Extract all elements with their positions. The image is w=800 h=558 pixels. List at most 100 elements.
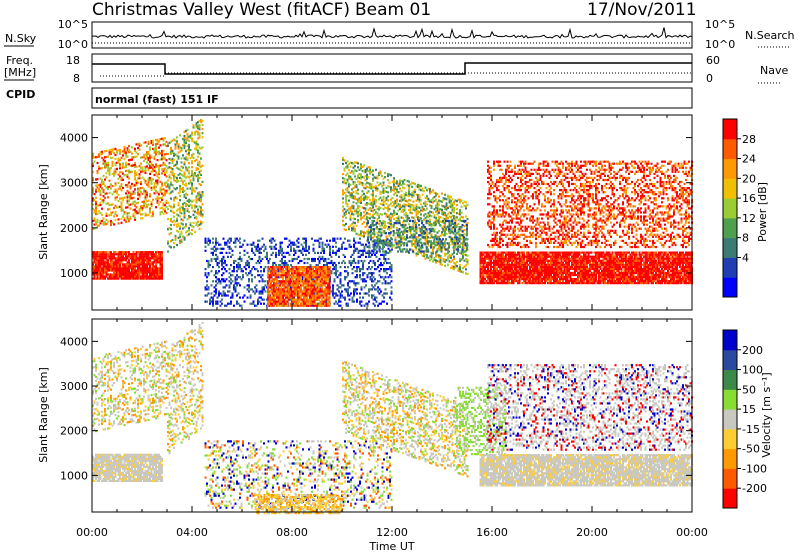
heatmap-cell — [161, 263, 163, 265]
heatmap-cell — [318, 292, 320, 294]
heatmap-cell — [398, 191, 400, 193]
heatmap-cell — [256, 305, 258, 307]
heatmap-cell — [218, 290, 220, 292]
heatmap-cell — [353, 207, 355, 209]
heatmap-cell — [208, 262, 210, 264]
heatmap-cell — [387, 199, 389, 201]
heatmap-cell — [197, 180, 199, 182]
heatmap-cell — [202, 209, 204, 211]
heatmap-cell — [465, 215, 467, 217]
heatmap-cell — [356, 186, 358, 188]
heatmap-cell — [459, 268, 461, 270]
heatmap-cell — [136, 206, 138, 208]
heatmap-cell — [205, 286, 207, 288]
heatmap-cell — [188, 154, 190, 156]
heatmap-cell — [215, 254, 217, 256]
heatmap-cell — [322, 256, 324, 258]
heatmap-cell — [229, 246, 231, 248]
heatmap-cell — [365, 244, 367, 246]
heatmap-cell — [202, 181, 204, 183]
heatmap-cell — [410, 199, 412, 201]
heatmap-cell — [446, 204, 448, 206]
heatmap-cell — [149, 265, 151, 267]
heatmap-cell — [97, 219, 99, 221]
heatmap-cell — [166, 159, 168, 161]
heatmap-cell — [295, 252, 297, 254]
heatmap-cell — [380, 262, 382, 264]
heatmap-cell — [199, 191, 201, 193]
heatmap-cell — [361, 286, 363, 288]
heatmap-cell — [95, 189, 97, 191]
heatmap-cell — [453, 256, 455, 258]
heatmap-cell — [244, 240, 246, 242]
heatmap-cell — [305, 248, 307, 250]
heatmap-cell — [393, 232, 395, 234]
heatmap-cell — [176, 163, 178, 165]
heatmap-cell — [202, 136, 204, 138]
heatmap-cell — [118, 182, 120, 184]
heatmap-cell — [385, 260, 387, 262]
heatmap-cell — [381, 175, 383, 177]
heatmap-cell — [344, 299, 346, 301]
heatmap-cell — [344, 170, 346, 172]
heatmap-cell — [212, 242, 214, 244]
heatmap-cell — [331, 270, 333, 272]
heatmap-cell — [260, 252, 262, 254]
heatmap-cell — [364, 248, 366, 250]
heatmap-cell — [271, 246, 273, 248]
heatmap-cell — [161, 276, 163, 278]
heatmap-cell — [215, 288, 217, 290]
heatmap-cell — [317, 240, 319, 242]
heatmap-cell — [230, 238, 232, 240]
heatmap-cell — [367, 292, 369, 294]
heatmap-cell — [456, 208, 458, 210]
heatmap-cell — [302, 284, 304, 286]
heatmap-cell — [119, 265, 121, 267]
heatmap-cell — [161, 253, 163, 255]
heatmap-cell — [355, 290, 357, 292]
heatmap-cell — [139, 265, 141, 267]
heatmap-cell — [356, 301, 358, 303]
heatmap-cell — [170, 218, 172, 220]
heatmap-cell — [275, 254, 277, 256]
heatmap-cell — [185, 142, 187, 144]
heatmap-cell — [331, 260, 333, 262]
heatmap-cell — [364, 278, 366, 280]
heatmap-cell — [185, 225, 187, 227]
heatmap-cell — [467, 273, 469, 275]
heatmap-cell — [354, 222, 356, 224]
heatmap-cell — [416, 248, 418, 250]
heatmap-cell — [220, 305, 222, 307]
heatmap-cell — [256, 262, 258, 264]
heatmap-cell — [193, 226, 195, 228]
heatmap-cell — [348, 200, 350, 202]
heatmap-cell — [208, 288, 210, 290]
heatmap-cell — [413, 217, 415, 219]
heatmap-cell — [101, 153, 103, 155]
heatmap-cell — [281, 260, 283, 262]
heatmap-cell — [359, 274, 361, 276]
heatmap-cell — [265, 290, 267, 292]
heatmap-cell — [353, 201, 355, 203]
heatmap-cell — [187, 188, 189, 190]
heatmap-cell — [248, 286, 250, 288]
heatmap-cell — [167, 153, 169, 155]
heatmap-cell — [317, 272, 319, 274]
heatmap-cell — [182, 219, 184, 221]
heatmap-cell — [113, 175, 115, 177]
heatmap-cell — [262, 292, 264, 294]
heatmap-cell — [161, 259, 163, 261]
heatmap-cell — [115, 154, 117, 156]
heatmap-cell — [130, 218, 132, 220]
heatmap-cell — [434, 230, 436, 232]
heatmap-cell — [259, 256, 261, 258]
heatmap-cell — [368, 176, 370, 178]
heatmap-cell — [275, 244, 277, 246]
heatmap-cell — [152, 199, 154, 201]
heatmap-cell — [176, 220, 178, 222]
heatmap-cell — [142, 217, 144, 219]
heatmap-cell — [423, 190, 425, 192]
heatmap-cell — [398, 217, 400, 219]
heatmap-cell — [431, 233, 433, 235]
heatmap-cell — [140, 183, 142, 185]
